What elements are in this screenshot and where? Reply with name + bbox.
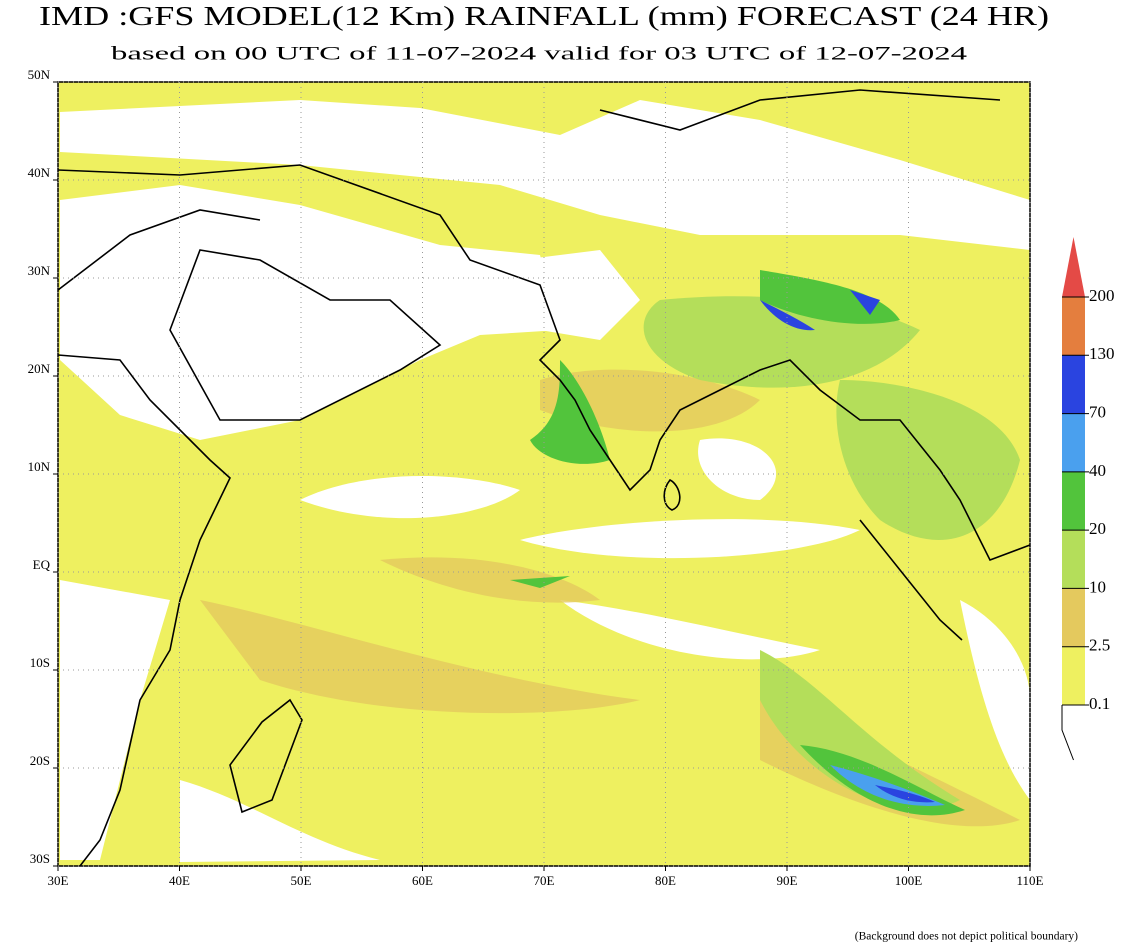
lon-tick-label: 70E [534,873,555,888]
lat-tick-label: 30N [28,263,51,278]
lat-tick-label: 50N [28,67,51,82]
footnote: (Background does not depict political bo… [855,931,1078,943]
legend-band [1062,297,1085,356]
legend-tail [1061,705,1074,761]
legend-band [1062,471,1085,531]
legend-label: 0.1 [1089,694,1110,713]
legend-band [1062,646,1085,705]
legend-band [1062,355,1085,414]
legend-band [1062,588,1085,647]
lat-tick-label: 40N [28,165,51,180]
lon-tick-label: 30E [48,873,69,888]
lon-tick-label: 60E [412,873,433,888]
lat-tick-label: 10S [30,655,50,670]
legend-label: 200 [1089,286,1115,305]
legend-label: 130 [1089,344,1115,363]
lat-tick-label: EQ [33,557,51,572]
lat-tick-label: 30S [30,851,50,866]
lon-tick-label: 40E [169,873,190,888]
legend-label: 10 [1089,577,1106,596]
title: IMD :GFS MODEL(12 Km) RAINFALL (mm) FORE… [39,1,1049,31]
lon-tick-label: 90E [777,873,798,888]
legend-label: 20 [1089,519,1106,538]
lat-tick-label: 20S [30,753,50,768]
lat-tick-label: 10N [28,459,51,474]
legend-band [1062,413,1085,472]
legend-label: 2.5 [1089,636,1110,655]
lon-tick-label: 80E [655,873,676,888]
subtitle: based on 00 UTC of 11-07-2024 valid for … [111,43,968,64]
legend-top [1062,237,1085,297]
legend-label: 70 [1089,402,1106,421]
lon-tick-label: 100E [895,873,923,888]
lon-tick-label: 50E [291,873,312,888]
coastlines [57,89,1031,867]
lat-tick-label: 20N [28,361,51,376]
legend-label: 40 [1089,461,1106,480]
lon-tick-label: 110E [1017,873,1044,888]
legend-band [1062,530,1085,589]
